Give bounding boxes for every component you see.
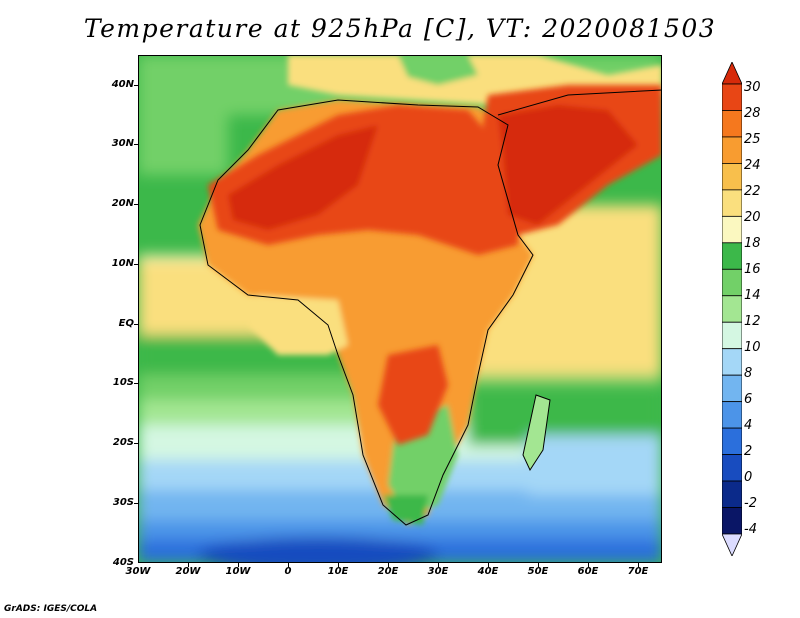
lat-tick <box>134 324 138 325</box>
colorbar-label: 2 <box>744 444 753 459</box>
colorbar-segment <box>722 401 742 429</box>
colorbar-segment <box>722 110 742 138</box>
lat-tick <box>134 503 138 504</box>
colorbar-segment <box>722 136 742 164</box>
lon-tick <box>638 563 639 567</box>
colorbar-label: 6 <box>744 392 753 407</box>
lat-label-40s: 40S <box>112 557 134 568</box>
temperature-field <box>138 55 662 563</box>
colorbar-label: 14 <box>744 288 761 303</box>
colorbar-label: 4 <box>744 418 753 433</box>
colorbar-segment <box>722 215 742 244</box>
lon-label-60e: 60E <box>577 566 599 577</box>
lon-tick <box>388 563 389 567</box>
lat-label-30s: 30S <box>112 497 134 508</box>
colorbar-label: 16 <box>744 262 761 277</box>
colorbar-segment <box>722 533 742 556</box>
lat-tick <box>134 85 138 86</box>
colorbar-label: -4 <box>744 522 757 537</box>
lat-label-eq: EQ <box>118 318 134 329</box>
lat-tick <box>134 443 138 444</box>
colorbar-label: 12 <box>744 314 761 329</box>
lon-label-30e: 30E <box>427 566 449 577</box>
lat-label-10n: 10N <box>111 258 134 269</box>
lat-tick <box>134 383 138 384</box>
colorbar-label: 10 <box>744 340 761 355</box>
colorbar-segment <box>722 189 742 217</box>
colorbar <box>722 62 742 556</box>
colorbar-label: 0 <box>744 470 753 485</box>
colorbar-segment <box>722 83 742 111</box>
lat-label-10s: 10S <box>112 377 134 388</box>
lon-label-0: 0 <box>284 566 292 577</box>
lon-label-20w: 20W <box>175 566 201 577</box>
colorbar-label: 22 <box>744 184 761 199</box>
lon-tick <box>338 563 339 567</box>
lon-tick <box>588 563 589 567</box>
credit-text: GrADS: IGES/COLA <box>4 604 98 614</box>
colorbar-segment <box>722 507 742 535</box>
colorbar-segment <box>722 295 742 323</box>
lat-label-20s: 20S <box>112 437 134 448</box>
lat-label-30n: 30N <box>111 138 134 149</box>
colorbar-segment <box>722 321 742 350</box>
colorbar-label: -2 <box>744 496 757 511</box>
temperature-map <box>138 55 662 563</box>
lon-label-30w: 30W <box>125 566 151 577</box>
lat-label-20n: 20N <box>111 198 134 209</box>
lon-label-10e: 10E <box>327 566 349 577</box>
lon-label-50e: 50E <box>527 566 549 577</box>
lon-label-20e: 20E <box>377 566 399 577</box>
lat-tick <box>134 264 138 265</box>
colorbar-segment <box>722 62 742 85</box>
lon-label-10w: 10W <box>225 566 251 577</box>
colorbar-segment <box>722 242 742 270</box>
chart-title: Temperature at 925hPa [C], VT: 202008150… <box>83 14 717 43</box>
lon-tick <box>288 563 289 567</box>
colorbar-segment <box>722 374 742 403</box>
lon-tick <box>238 563 239 567</box>
lat-tick <box>134 144 138 145</box>
colorbar-label: 8 <box>744 366 753 381</box>
colorbar-segment <box>722 348 742 376</box>
lon-tick <box>438 563 439 567</box>
colorbar-segment <box>722 268 742 297</box>
lon-tick <box>488 563 489 567</box>
colorbar-label: 28 <box>744 106 761 121</box>
lat-label-40n: 40N <box>111 79 134 90</box>
colorbar-label: 30 <box>744 80 761 95</box>
colorbar-label: 18 <box>744 236 761 251</box>
colorbar-segment <box>722 480 742 508</box>
lon-tick <box>538 563 539 567</box>
colorbar-segment <box>722 427 742 455</box>
colorbar-segment <box>722 163 742 191</box>
lon-label-70e: 70E <box>627 566 649 577</box>
colorbar-label: 20 <box>744 210 761 225</box>
colorbar-label: 24 <box>744 158 761 173</box>
lon-label-40e: 40E <box>477 566 499 577</box>
colorbar-label: 25 <box>744 132 761 147</box>
colorbar-segment <box>722 454 742 482</box>
lat-tick <box>134 204 138 205</box>
lon-tick <box>188 563 189 567</box>
